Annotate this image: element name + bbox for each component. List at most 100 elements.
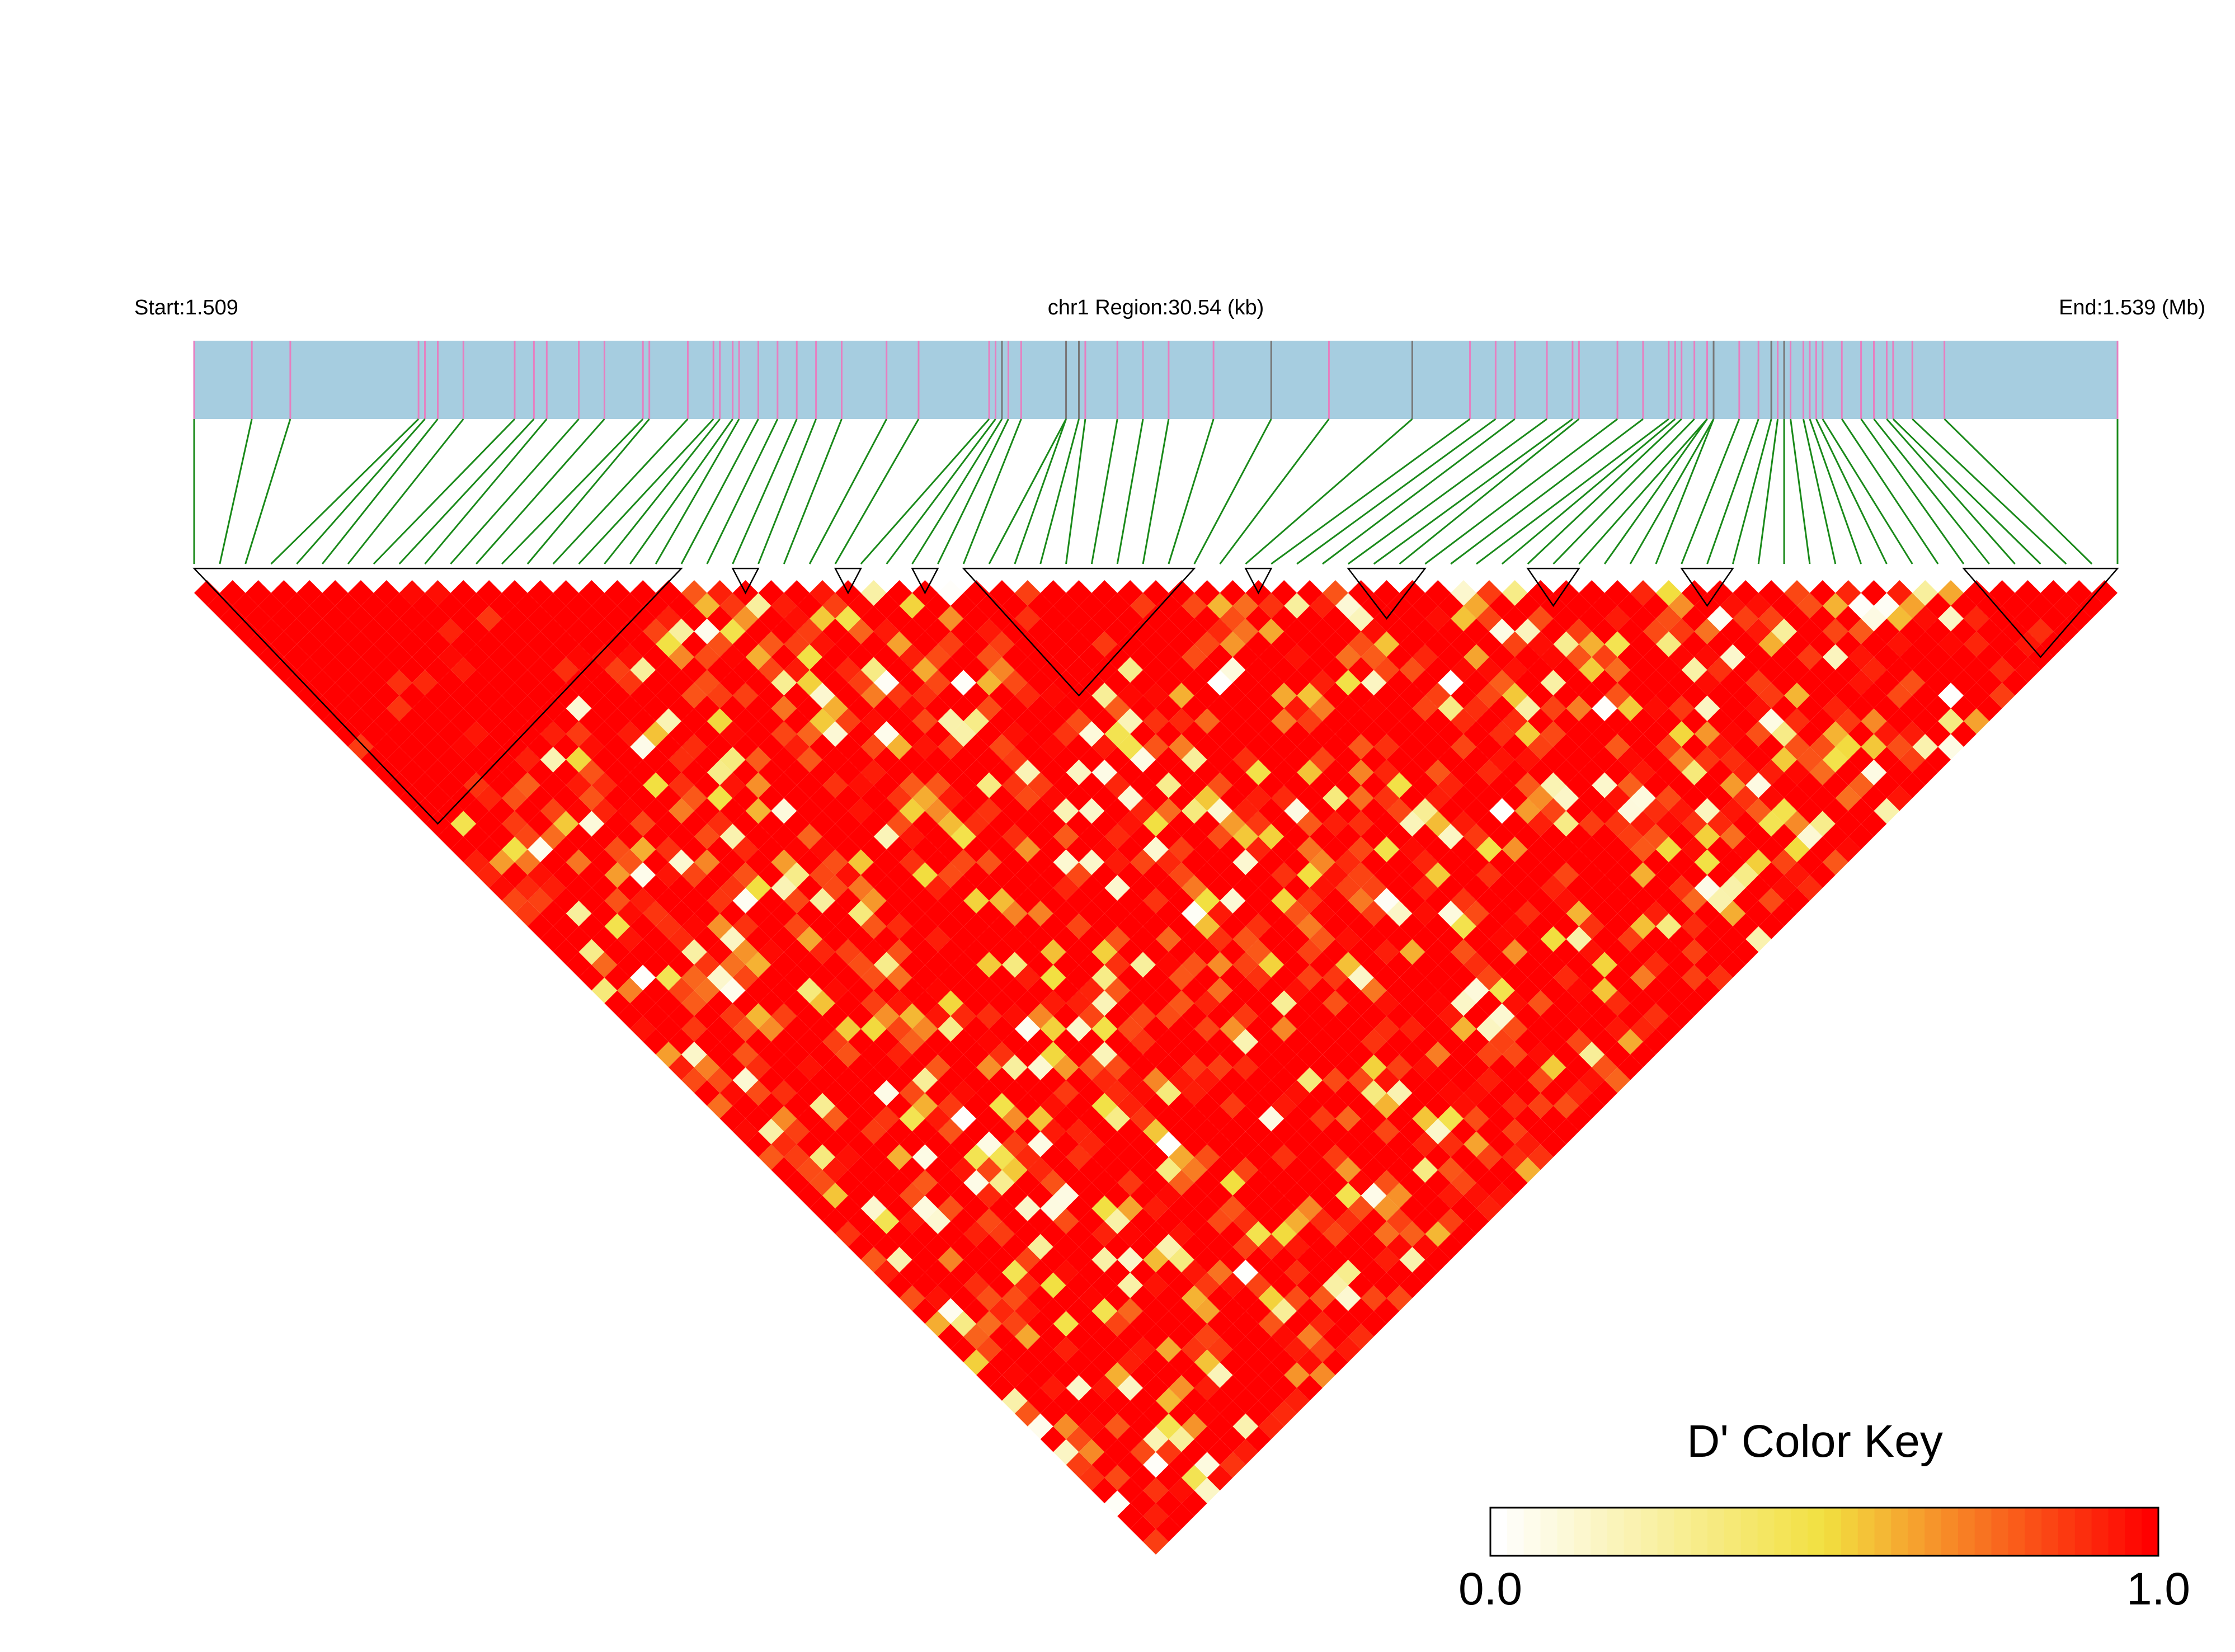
ld-cell <box>489 618 515 644</box>
ld-cell <box>963 990 990 1016</box>
color-key-step <box>1925 1508 1942 1556</box>
ld-cell <box>848 952 874 978</box>
ld-cell <box>912 631 938 657</box>
end-label: End:1.539 (Mb) <box>2059 296 2205 319</box>
snp-connector <box>1014 418 1067 564</box>
ld-cell <box>617 849 643 876</box>
ld-cell <box>1156 1387 1182 1414</box>
ld-cell <box>810 1170 835 1196</box>
ld-cell <box>1245 1067 1272 1093</box>
ld-cell <box>1040 990 1066 1016</box>
ld-cell <box>1668 746 1695 773</box>
snp-connector <box>1219 418 1330 564</box>
ld-cell <box>489 875 515 901</box>
ld-cell <box>848 644 874 670</box>
ld-cell <box>1605 605 1631 632</box>
ld-cell <box>1553 1118 1579 1145</box>
ld-cell <box>1194 759 1220 785</box>
ld-cell <box>860 1196 887 1221</box>
ld-cell <box>848 1183 874 1209</box>
ld-cell <box>745 1055 771 1080</box>
ld-cell <box>1156 1208 1182 1234</box>
ld-cell <box>1835 631 1861 657</box>
ld-cell <box>1758 683 1785 709</box>
ld-cell <box>271 605 297 632</box>
ld-cell <box>1502 708 1528 735</box>
ld-cell <box>1758 811 1785 837</box>
ld-cell <box>604 939 630 965</box>
ld-cell <box>951 721 977 747</box>
ld-cell <box>617 926 643 952</box>
ld-cell <box>1361 1208 1387 1234</box>
ld-cell <box>2002 644 2028 670</box>
ld-cell <box>951 875 977 901</box>
ld-cell <box>1091 1144 1118 1170</box>
ld-cell <box>1066 990 1092 1016</box>
ld-cell <box>1001 977 1028 1004</box>
ld-cell <box>1066 1349 1092 1376</box>
ld-cell <box>1912 657 1938 683</box>
ld-cell <box>1361 1157 1387 1183</box>
ld-cell <box>1220 990 1246 1016</box>
ld-cell <box>810 990 835 1016</box>
ld-cell <box>1322 1144 1348 1170</box>
ld-cell <box>1156 1003 1182 1029</box>
ld-cell <box>1130 1208 1156 1234</box>
ld-cell <box>1040 1093 1066 1119</box>
ld-cell <box>591 977 618 1004</box>
ld-cell <box>1322 657 1348 683</box>
ld-cell <box>873 1105 900 1132</box>
ld-cell <box>1361 798 1387 824</box>
ld-cell <box>578 888 605 914</box>
ld-cell <box>604 657 630 683</box>
ld-cell <box>591 875 618 901</box>
ld-cell <box>1822 670 1848 696</box>
ld-cell <box>373 657 399 683</box>
ld-cell <box>1066 1067 1092 1093</box>
ld-cell <box>1322 734 1348 760</box>
ld-cell <box>848 798 874 824</box>
ld-cell <box>1514 823 1541 850</box>
ld-cell <box>1912 605 1938 632</box>
ld-cell <box>797 926 823 952</box>
ld-cell <box>1130 798 1156 824</box>
ld-cell <box>1104 1465 1131 1491</box>
ld-cell <box>1553 913 1579 939</box>
ld-cell <box>1489 1105 1515 1132</box>
ld-cell <box>297 631 323 657</box>
color-key-max-label: 1.0 <box>2126 1564 2190 1615</box>
ld-cell <box>1130 1362 1156 1388</box>
ld-cell <box>1874 721 1900 747</box>
ld-cell <box>540 644 566 670</box>
snp-connector <box>988 418 1067 564</box>
ld-cell <box>1066 785 1092 811</box>
ld-cell <box>925 644 951 670</box>
ld-cell <box>1130 618 1156 644</box>
ld-cell <box>1399 1170 1425 1196</box>
ld-cell <box>1464 670 1489 696</box>
ld-cell <box>669 901 694 926</box>
ld-cell <box>1373 990 1400 1016</box>
ld-cell <box>630 631 656 657</box>
ld-cell <box>1361 1259 1387 1286</box>
ld-cell <box>1220 708 1246 735</box>
ld-cell <box>1361 926 1387 952</box>
ld-cell <box>1322 990 1348 1016</box>
ld-cell <box>1361 1183 1387 1209</box>
ld-cell <box>591 772 618 798</box>
snp-connector <box>1886 418 2016 564</box>
ld-cell <box>540 695 566 722</box>
ld-cell <box>1168 990 1194 1016</box>
ld-cell <box>989 708 1015 735</box>
ld-cell <box>1438 1029 1464 1055</box>
ld-cell <box>1489 1029 1515 1055</box>
ld-cell <box>1066 913 1092 939</box>
ld-cell <box>976 849 1002 876</box>
ld-cell <box>951 1105 977 1132</box>
ld-cell <box>1514 695 1541 722</box>
ld-cell <box>1412 849 1438 876</box>
ld-cell <box>1784 708 1810 735</box>
ld-cell <box>1027 977 1053 1004</box>
ld-cell <box>951 1055 977 1080</box>
ld-cell <box>1399 1093 1425 1119</box>
